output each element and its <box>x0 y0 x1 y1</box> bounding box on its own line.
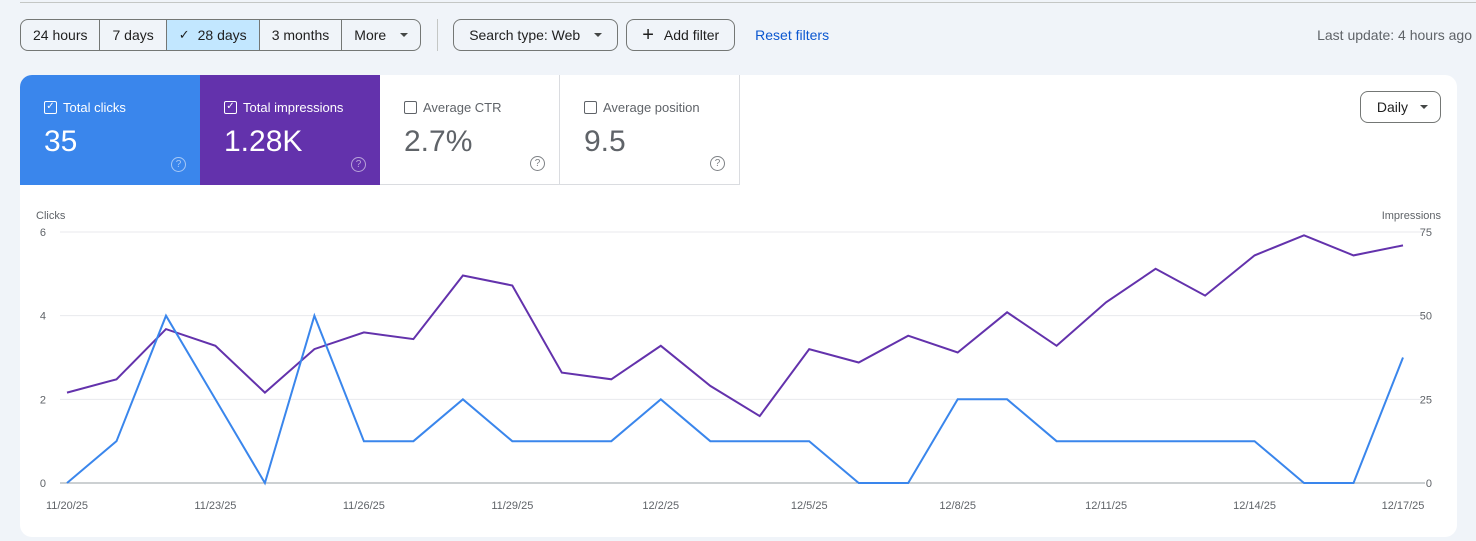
right-axis-tick: 75 <box>1420 227 1432 239</box>
metric-value: 2.7% <box>404 125 473 158</box>
range-28-days[interactable]: ✓ 28 days <box>166 20 260 50</box>
metric-value: 9.5 <box>584 125 626 158</box>
range-label: 3 months <box>271 27 330 43</box>
range-7-days[interactable]: 7 days <box>100 20 167 50</box>
toolbar-divider <box>437 19 439 51</box>
dropdown-arrow-icon <box>1420 105 1428 109</box>
check-icon: ✓ <box>178 27 190 42</box>
metric-label-row: ✓ Total impressions <box>224 99 356 115</box>
range-more-dropdown[interactable]: More <box>342 20 420 50</box>
granularity-label: Daily <box>1376 99 1408 115</box>
range-label: More <box>354 27 387 43</box>
filter-toolbar: 24 hours 7 days ✓ 28 days 3 months More S… <box>20 19 1476 51</box>
performance-card: 0 0 2 25 4 50 6 75 Clicks Impressions 11/20/25 11/2… <box>20 75 1457 537</box>
help-icon[interactable]: ? <box>351 157 366 172</box>
help-icon[interactable]: ? <box>171 157 186 172</box>
add-filter-label: Add filter <box>663 27 720 43</box>
granularity-dropdown[interactable]: Daily <box>1359 91 1441 123</box>
checkbox-checked-icon[interactable]: ✓ <box>44 100 57 114</box>
right-axis-title: Impressions <box>1382 210 1442 222</box>
left-axis-tick: 6 <box>40 227 46 239</box>
right-axis-tick: 25 <box>1420 394 1432 406</box>
last-update-status: Last update: 4 hours ago <box>1317 27 1472 43</box>
search-type-filter[interactable]: Search type: Web <box>453 19 619 51</box>
metric-label-row: Average CTR <box>404 99 535 115</box>
x-axis-tick: 12/5/25 <box>791 500 828 512</box>
search-type-label: Search type: Web <box>469 27 581 43</box>
impressions-line <box>66 234 1404 418</box>
metric-total-clicks[interactable]: ✓ Total clicks 35 ? <box>20 75 200 185</box>
metric-label: Average position <box>603 99 700 115</box>
dropdown-arrow-icon <box>594 33 603 37</box>
help-icon[interactable]: ? <box>710 156 725 171</box>
metric-label: Average CTR <box>423 99 502 115</box>
x-axis-tick: 12/14/25 <box>1233 500 1276 512</box>
metric-value: 35 <box>44 125 78 158</box>
metric-label: Total clicks <box>63 99 126 115</box>
x-axis-tick: 11/20/25 <box>46 500 88 512</box>
range-label: 24 hours <box>33 27 88 43</box>
checkbox-checked-icon[interactable]: ✓ <box>224 100 237 114</box>
date-range-selector: 24 hours 7 days ✓ 28 days 3 months More <box>20 19 422 51</box>
range-3-months[interactable]: 3 months <box>260 20 343 50</box>
metric-average-position[interactable]: Average position 9.5 ? <box>560 75 740 185</box>
range-label: 28 days <box>197 27 247 43</box>
range-label: 7 days <box>112 27 154 43</box>
metric-tiles: ✓ Total clicks 35 ? ✓ Total impressions … <box>20 75 740 185</box>
help-icon[interactable]: ? <box>530 156 545 171</box>
left-axis-tick: 2 <box>40 394 46 406</box>
metric-total-impressions[interactable]: ✓ Total impressions 1.28K ? <box>200 75 380 185</box>
performance-chart: 0 0 2 25 4 50 6 75 Clicks Impressions 11/20/25 11/2… <box>36 210 1442 512</box>
metric-label-row: ✓ Total clicks <box>44 99 176 115</box>
metric-average-ctr[interactable]: Average CTR 2.7% ? <box>380 75 560 185</box>
clicks-line <box>66 312 1404 486</box>
left-axis-tick: 4 <box>40 311 46 323</box>
x-axis-tick: 11/26/25 <box>343 500 385 512</box>
right-axis-tick: 50 <box>1420 311 1432 323</box>
dropdown-arrow-icon <box>400 33 409 37</box>
right-axis-tick: 0 <box>1426 478 1432 490</box>
metric-label-row: Average position <box>584 99 715 115</box>
range-24-hours[interactable]: 24 hours <box>21 20 101 50</box>
metric-value: 1.28K <box>224 125 303 158</box>
x-axis-tick: 11/23/25 <box>194 500 236 512</box>
x-axis-tick: 12/2/25 <box>642 500 679 512</box>
x-axis-tick: 12/11/25 <box>1085 500 1127 512</box>
left-axis-title: Clicks <box>36 210 66 222</box>
left-axis-tick: 0 <box>40 478 46 490</box>
add-filter-button[interactable]: + Add filter <box>626 19 736 51</box>
checkbox-unchecked-icon[interactable] <box>584 100 597 114</box>
reset-filters-link[interactable]: Reset filters <box>755 27 830 43</box>
top-divider <box>20 2 1476 3</box>
plus-icon: + <box>642 24 654 46</box>
x-axis-tick: 11/29/25 <box>491 500 533 512</box>
x-axis-tick: 12/17/25 <box>1382 500 1425 512</box>
x-axis-tick: 12/8/25 <box>939 500 976 512</box>
checkbox-unchecked-icon[interactable] <box>404 100 417 114</box>
metric-label: Total impressions <box>243 99 344 115</box>
